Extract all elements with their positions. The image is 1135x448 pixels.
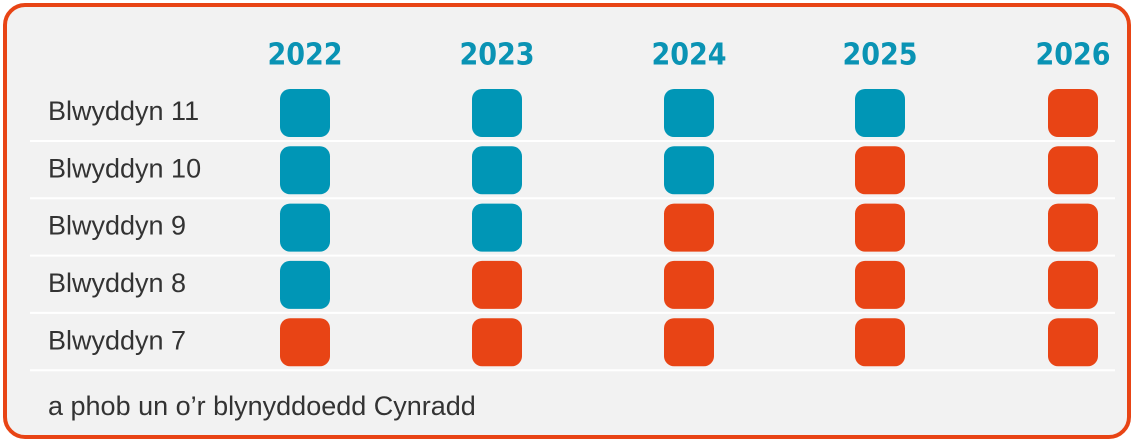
- cell: [1048, 203, 1098, 252]
- row-label: Blwyddyn 8: [48, 268, 186, 298]
- cell: [472, 89, 522, 137]
- year-header: 2022: [267, 38, 342, 73]
- cell: [855, 146, 905, 195]
- cell: [280, 318, 330, 367]
- cell: [664, 260, 714, 309]
- cell: [280, 146, 330, 195]
- cell: [664, 318, 714, 367]
- cell: [664, 146, 714, 195]
- cell: [472, 146, 522, 195]
- row-label: Blwyddyn 7: [48, 325, 186, 355]
- cell: [664, 203, 714, 252]
- cell: [855, 203, 905, 252]
- cell: [472, 203, 522, 252]
- cell: [280, 89, 330, 137]
- year-header: 2026: [1035, 38, 1110, 73]
- cell: [664, 89, 714, 137]
- cell: [1048, 89, 1098, 137]
- cell: [855, 89, 905, 137]
- cell: [855, 318, 905, 367]
- row-label: Blwyddyn 9: [48, 211, 186, 241]
- cell: [472, 318, 522, 367]
- cell: [280, 203, 330, 252]
- row-label: Blwyddyn 11: [48, 96, 199, 126]
- cell: [1048, 260, 1098, 309]
- cell: [855, 260, 905, 309]
- cell: [1048, 318, 1098, 367]
- cell: [472, 260, 522, 309]
- year-header: 2023: [459, 38, 534, 73]
- cell: [1048, 146, 1098, 195]
- year-header: 2025: [842, 38, 917, 73]
- cell: [280, 260, 330, 309]
- footer: a phob un o’r blynyddoedd Cynradd: [48, 391, 476, 421]
- year-header: 2024: [651, 38, 726, 73]
- row-label: Blwyddyn 10: [48, 153, 201, 183]
